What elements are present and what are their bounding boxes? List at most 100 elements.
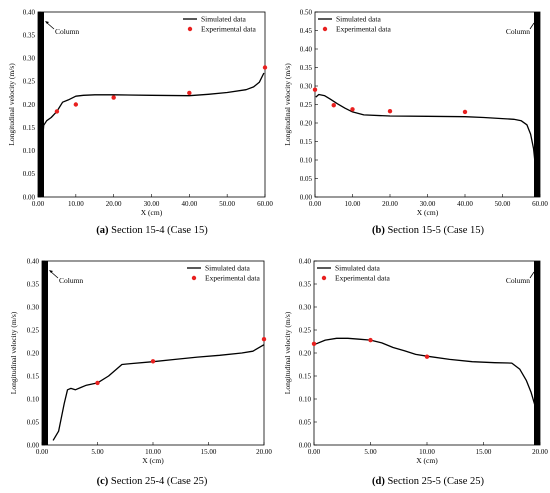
x-tick-label: 60.00 [257,200,273,208]
y-tick-label: 0.25 [27,326,40,334]
column-label: Column [55,27,79,36]
column-bar [534,261,540,445]
legend-label: Experimental data [335,274,390,283]
x-tick-label: 30.00 [420,200,436,208]
x-tick-label: 20.00 [106,200,122,208]
experimental-data-point [261,337,267,342]
x-tick-label: 10.00 [145,448,161,456]
caption-letter: (c) [97,476,109,487]
experimental-data-point [424,354,430,359]
column-arrowhead [45,21,49,24]
x-axis-label: X (cm) [142,456,164,465]
y-tick-label: 0.35 [299,280,312,288]
chart-panel-c: Column 0.00 0.05 0.10 0.15 0.20 0.25 0.30 0.35 0.… [9,257,272,487]
legend-marker-swatch [321,275,327,281]
x-tick-label: 0.00 [32,200,45,208]
y-tick-label: 0.40 [299,257,312,265]
panel-caption: (a) Section 15-4 (Case 15) [96,225,208,236]
plot-frame [37,11,266,198]
x-tick-label: 0.00 [309,200,322,208]
legend-label: Experimental data [205,274,260,283]
x-tick-label: 5.00 [91,448,104,456]
legend-marker-swatch [187,26,193,32]
y-tick-label: 0.15 [23,124,36,132]
y-tick-label: 0.45 [300,27,313,35]
y-tick-label: 0.35 [27,280,40,288]
experimental-data-point [95,380,100,386]
column-arrow [529,271,535,279]
y-tick-label: 0.40 [300,45,313,53]
chart-panel-d: Column 0.00 0.05 0.10 0.15 0.20 0.25 0.30 0.35 0.… [283,257,548,487]
simulated-data-line [52,344,265,441]
chart-panel-b: Column 0.00 0.05 0.10 0.15 0.20 0.25 0.30 0.35 0.… [283,8,548,236]
x-tick-label: 10.00 [419,448,435,456]
x-tick-label: 0.00 [308,448,321,456]
y-tick-label: 0.25 [299,326,312,334]
legend-marker-swatch [191,275,197,281]
chart-panel-a: Column 0.00 0.05 0.10 0.15 0.20 0.25 0.30 0.35 0.… [7,8,273,236]
experimental-data-point [368,337,373,343]
y-tick-label: 0.20 [300,119,313,127]
x-axis-label: X (cm) [141,208,163,217]
y-tick-label: 0.10 [23,147,36,155]
caption-letter: (b) [372,225,385,236]
x-tick-label: 20.00 [532,448,548,456]
y-axis-label: Longitudinal velocity (m/s) [7,63,16,146]
x-tick-label: 30.00 [144,200,160,208]
experimental-data-point [350,107,355,112]
plot-frame [314,11,541,198]
column-arrow [529,22,535,30]
x-tick-label: 10.00 [68,200,84,208]
panel-caption: (b) Section 15-5 (Case 15) [372,225,484,236]
y-tick-label: 0.10 [300,156,313,164]
x-tick-label: 50.00 [219,200,235,208]
caption-text: Section 25-4 (Case 25) [108,476,208,487]
experimental-data-point [111,95,116,100]
y-tick-label: 0.30 [23,55,36,63]
x-tick-label: 20.00 [382,200,398,208]
experimental-data-point [331,103,336,108]
experimental-data-point [387,108,393,114]
y-tick-label: 0.00 [300,193,313,201]
legend-marker-swatch [322,26,328,32]
simulated-data-line [313,337,539,416]
x-tick-label: 0.00 [36,448,49,456]
y-tick-label: 0.50 [300,8,313,16]
x-tick-label: 40.00 [181,200,197,208]
y-tick-label: 0.10 [27,395,40,403]
x-tick-label: 20.00 [256,448,272,456]
legend-label: Experimental data [201,25,256,34]
column-label: Column [506,27,530,36]
y-tick-label: 0.20 [23,101,36,109]
experimental-data-point [312,87,318,92]
y-tick-label: 0.25 [300,101,313,109]
x-tick-label: 5.00 [364,448,377,456]
plot-frame [41,260,265,446]
y-tick-label: 0.00 [299,441,312,449]
panel-caption: (d) Section 25-5 (Case 25) [372,476,484,487]
y-axis-label: Longitudinal velocity (m/s) [283,63,292,146]
y-tick-label: 0.15 [299,372,312,380]
y-tick-label: 0.05 [299,418,312,426]
experimental-data-point [187,90,192,96]
column-label: Column [506,276,530,285]
plot-frame [313,260,541,446]
caption-text: Section 25-5 (Case 25) [385,476,485,487]
x-tick-label: 15.00 [476,448,492,456]
caption-text: Section 15-5 (Case 15) [385,225,485,236]
x-axis-label: X (cm) [416,456,438,465]
simulated-data-line [38,72,265,191]
y-tick-label: 0.05 [27,418,40,426]
caption-letter: (a) [96,225,109,236]
x-tick-label: 15.00 [201,448,217,456]
y-axis-label: Longitudinal velocity (m/s) [283,311,292,394]
y-tick-label: 0.15 [27,372,40,380]
y-tick-label: 0.05 [300,175,313,183]
y-tick-label: 0.30 [27,303,40,311]
caption-text: Section 15-4 (Case 15) [109,225,209,236]
experimental-data-point [262,65,268,70]
experimental-data-point [311,341,317,346]
experimental-data-point [462,109,468,115]
column-label: Column [59,276,83,285]
